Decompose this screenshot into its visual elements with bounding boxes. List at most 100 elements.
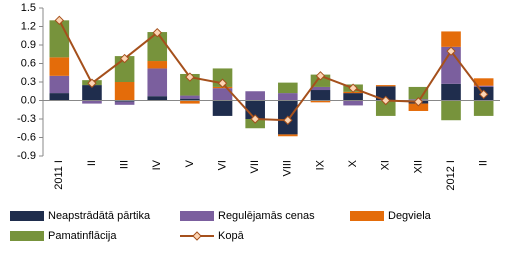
bar-segment <box>114 100 135 102</box>
bar-segment <box>473 85 494 87</box>
bar-segment <box>473 100 494 116</box>
x-label-group: 2011 I <box>53 160 65 190</box>
bar-segment <box>147 61 168 69</box>
legend-marker <box>192 231 202 241</box>
bar-segment <box>49 57 70 76</box>
line-marker <box>348 83 358 93</box>
line-marker <box>250 114 260 124</box>
bar-segment <box>278 93 298 101</box>
bar-segment <box>375 85 396 87</box>
line-marker <box>413 97 424 107</box>
bar-segment <box>114 82 135 101</box>
bar-segment <box>278 82 298 94</box>
bar-segment <box>278 134 298 137</box>
bar-segment <box>82 100 102 104</box>
line-marker <box>152 27 162 38</box>
x-label-group: XII <box>412 160 424 173</box>
legend-swatch <box>180 211 214 221</box>
x-label-group: II <box>478 160 490 166</box>
bar-segment <box>49 20 70 58</box>
y-tick-label: -0.6 <box>17 131 36 143</box>
y-tick-label: -0.3 <box>17 113 36 125</box>
x-tick-label: 2012 I <box>445 160 457 191</box>
y-tick-label: -0.9 <box>17 150 36 162</box>
bar-segment <box>441 31 461 47</box>
y-tick-label: 0.3 <box>21 76 36 88</box>
bar-segment <box>310 90 331 101</box>
y-tick-label: 0.0 <box>21 94 36 106</box>
bar-segment <box>49 75 70 94</box>
legend-swatch <box>10 231 44 241</box>
bar-segment <box>343 100 363 106</box>
x-tick-label: X <box>347 159 359 167</box>
bar-segment <box>180 98 200 101</box>
legend-label: Neapstrādātā pārtika <box>48 210 151 222</box>
x-label-group: VIII <box>282 160 294 177</box>
x-tick-label: II <box>478 160 490 166</box>
x-label-group: II <box>86 160 98 166</box>
line-marker <box>185 72 195 82</box>
x-tick-label: VI <box>216 160 228 170</box>
bar-segment <box>408 86 429 100</box>
x-tick-label: V <box>184 159 196 167</box>
legend-swatch <box>350 211 384 221</box>
bar-segment <box>147 68 168 97</box>
x-tick-label: II <box>86 160 98 166</box>
x-label-group: X <box>347 159 359 167</box>
bar-segment <box>408 103 429 111</box>
y-tick-label: 0.9 <box>21 39 36 51</box>
bar-segment <box>180 95 200 99</box>
bar-segment <box>441 100 461 121</box>
y-tick-label: 1.5 <box>21 2 36 14</box>
bar-segment <box>147 96 168 101</box>
x-label-group: IX <box>314 159 326 170</box>
bar-segment <box>180 100 200 104</box>
y-tick-label: 0.6 <box>21 57 36 69</box>
x-tick-label: IV <box>151 159 163 170</box>
line-marker <box>446 46 456 56</box>
bar-segment <box>180 73 200 96</box>
line-marker <box>217 78 228 88</box>
bar-segment <box>212 88 233 101</box>
bar-segment <box>375 86 396 101</box>
legend-label: Degviela <box>388 210 432 222</box>
x-tick-label: 2011 I <box>53 160 65 190</box>
x-label-group: IV <box>151 159 163 170</box>
x-label-group: V <box>184 159 196 167</box>
bar-segment <box>441 83 461 101</box>
bar-segment <box>375 100 396 116</box>
legend-label: Pamatinflācija <box>48 230 117 242</box>
x-tick-label: VIII <box>282 160 294 177</box>
legend-swatch <box>10 211 44 221</box>
bar-segment <box>114 101 135 105</box>
line-marker <box>87 78 97 88</box>
bar-segment <box>310 100 331 103</box>
line-marker <box>315 71 326 81</box>
line-marker <box>381 95 391 106</box>
x-tick-label: XII <box>412 160 424 173</box>
bar-segment <box>82 85 102 101</box>
bar-segment <box>310 86 331 91</box>
line-marker <box>119 53 130 64</box>
legend-label: Kopā <box>218 230 245 242</box>
line <box>58 19 485 122</box>
bar-segment <box>212 100 233 116</box>
x-tick-label: VII <box>249 160 261 173</box>
x-label-group: XI <box>380 160 392 170</box>
legend-label: Regulējamās cenas <box>218 210 315 222</box>
x-label-group: VII <box>249 160 261 173</box>
bar-segment <box>49 93 70 101</box>
y-tick-label: 1.2 <box>21 20 36 32</box>
line-marker <box>478 89 489 100</box>
bar-segment <box>245 91 265 101</box>
x-label-group: III <box>119 160 131 169</box>
line-marker <box>283 115 293 125</box>
bar-segment <box>473 78 494 86</box>
x-label-group: VI <box>216 160 228 170</box>
x-tick-label: IX <box>314 159 326 170</box>
line-marker <box>54 15 65 26</box>
x-tick-label: XI <box>380 160 392 170</box>
x-label-group: 2012 I <box>445 160 457 191</box>
x-tick-label: III <box>119 160 131 169</box>
